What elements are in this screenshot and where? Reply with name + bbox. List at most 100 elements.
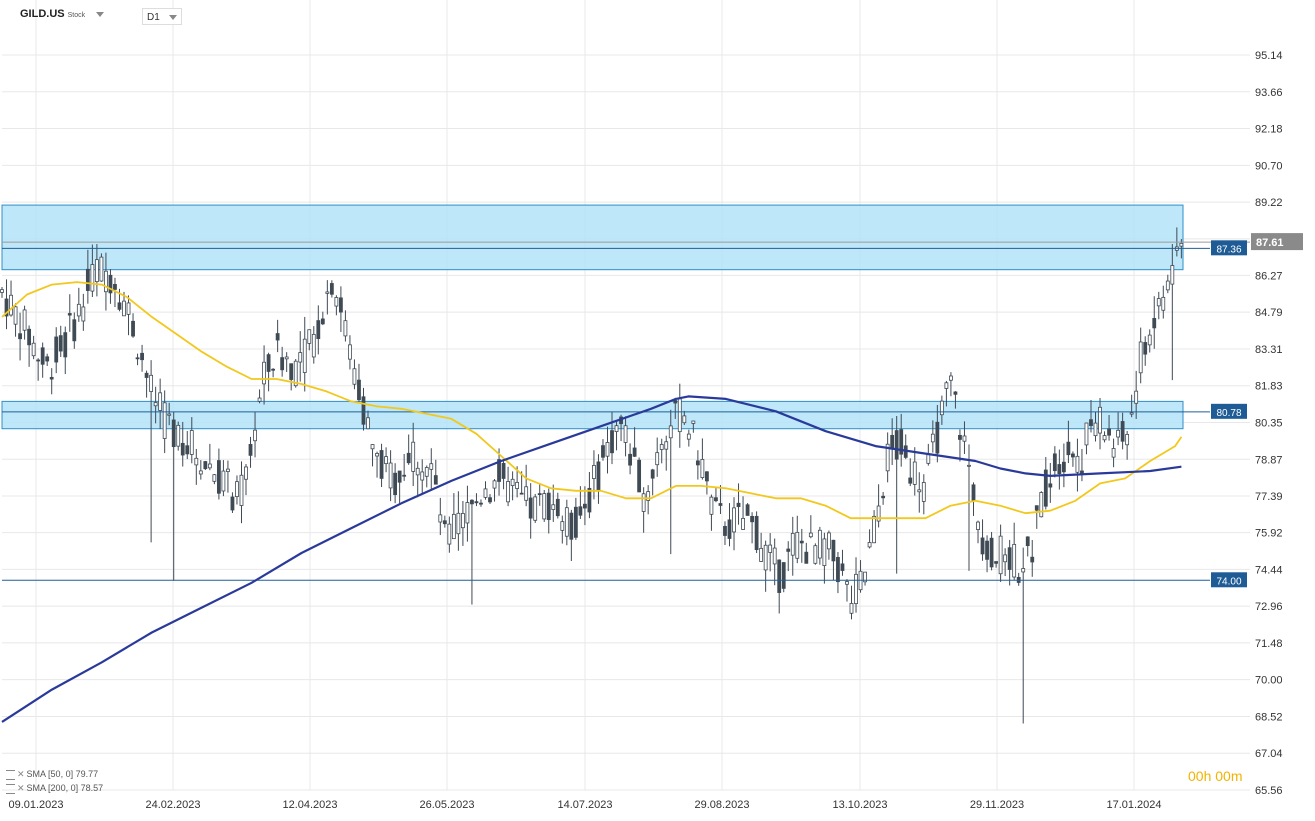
candle-body [149, 374, 154, 392]
candle-body [456, 512, 461, 535]
candle-body [926, 454, 931, 464]
candle-body [72, 319, 77, 342]
candle-body [135, 357, 140, 360]
legend-sma50[interactable]: ✕ SMA [50, 0] 79.77 [6, 769, 98, 780]
candle-body [451, 513, 456, 540]
y-tick-label: 81.83 [1255, 381, 1283, 393]
y-tick-label: 83.31 [1255, 344, 1283, 356]
candle-body [293, 360, 298, 387]
chevron-down-icon[interactable] [96, 12, 104, 17]
symbol-type: Stock [67, 12, 86, 19]
candle-timer: 00h 00m [1188, 768, 1243, 784]
candle-body [691, 420, 696, 424]
candle-body [583, 503, 587, 509]
candle-body [334, 297, 339, 307]
candle-body [402, 474, 407, 477]
close-icon[interactable]: ✕ [17, 783, 25, 793]
y-tick-label: 93.66 [1255, 87, 1283, 99]
candle-body [63, 332, 68, 358]
candle-body [212, 474, 217, 482]
candle-body [741, 517, 745, 530]
candle-body [22, 309, 27, 331]
candle-body [474, 501, 479, 504]
candle-body [424, 467, 429, 477]
candle-body [578, 506, 583, 516]
candle-body [998, 535, 1003, 575]
candle-body [872, 515, 876, 544]
candle-body [1043, 469, 1048, 507]
candle-body [488, 497, 492, 503]
candle-body [745, 504, 750, 516]
candle-body [230, 496, 235, 511]
indicator-icon[interactable] [6, 783, 15, 794]
candle-body [709, 496, 714, 515]
candle-body [786, 548, 791, 552]
candle-body [673, 400, 678, 404]
x-tick-label: 29.11.2023 [970, 799, 1024, 811]
candle-body [1134, 390, 1139, 404]
candle-body [113, 284, 117, 290]
candle-body [664, 441, 669, 450]
candle-body [659, 444, 664, 450]
candle-body [239, 474, 244, 506]
indicator-icon[interactable] [6, 769, 15, 780]
candle-body [0, 289, 4, 293]
candle-body [284, 356, 289, 360]
candle-body [962, 435, 967, 442]
candle-body [375, 453, 379, 457]
candle-body [592, 465, 596, 479]
candle-body [131, 320, 135, 337]
candle-body [668, 425, 673, 439]
symbol-selector[interactable]: GILD.US Stock [20, 8, 85, 20]
candle-body [655, 452, 660, 466]
candle-body [1152, 318, 1157, 329]
candle-body [253, 429, 257, 442]
candle-body [845, 581, 849, 585]
legend-sma50-label: SMA [50, 0] 79.77 [26, 769, 99, 779]
candle-body [1179, 242, 1184, 247]
candle-body [76, 303, 81, 317]
candle-body [1048, 483, 1053, 488]
candle-body [890, 435, 895, 450]
candle-body [280, 357, 285, 371]
candle-body [203, 461, 208, 470]
legend-sma200[interactable]: ✕ SMA [200, 0] 78.57 [6, 783, 103, 794]
candle-body [515, 481, 520, 489]
candle-body [813, 545, 818, 564]
candle-body [506, 481, 510, 503]
candle-body [573, 506, 578, 538]
candle-body [677, 398, 682, 433]
candle-body [497, 459, 501, 482]
close-icon[interactable]: ✕ [17, 769, 25, 779]
candle-body [795, 531, 800, 559]
candle-body [1102, 435, 1107, 441]
x-tick-label: 17.01.2024 [1106, 799, 1161, 811]
candles [0, 227, 1184, 724]
support-resistance-zone [1, 204, 1184, 271]
candle-body [1093, 422, 1098, 437]
candle-body [930, 433, 935, 443]
candle-body [763, 544, 768, 571]
candle-body [316, 320, 321, 339]
y-tick-label: 86.27 [1255, 270, 1283, 282]
candle-body [433, 475, 438, 485]
candle-body [804, 551, 809, 564]
candle-body [140, 352, 144, 361]
candle-body [338, 297, 343, 313]
candle-body [153, 402, 158, 407]
candle-body [99, 256, 104, 282]
price-level-badge [1211, 403, 1247, 419]
candle-body [768, 544, 773, 553]
candle-body [4, 298, 9, 317]
candle-body [325, 291, 330, 294]
candle-body [438, 514, 443, 523]
candle-body [546, 492, 551, 521]
candle-body [465, 502, 470, 524]
candle-body [1129, 412, 1134, 415]
timeframe-selector[interactable]: D1 [142, 8, 182, 25]
candle-body [144, 372, 149, 378]
candle-body [85, 268, 90, 291]
price-level-badge [1211, 572, 1247, 588]
candle-body [628, 453, 632, 466]
